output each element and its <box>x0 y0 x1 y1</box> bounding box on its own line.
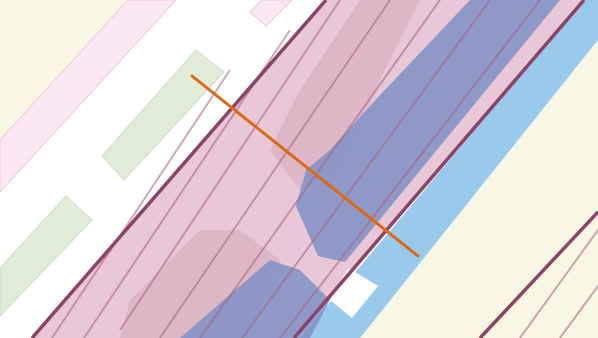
hatch-lines <box>51 0 598 338</box>
corridor-border-right <box>292 0 586 338</box>
pink-zone-small-block <box>249 0 293 27</box>
water-strip <box>300 0 598 338</box>
blue-overlay-lower <box>180 260 330 338</box>
measure-line-icon[interactable] <box>190 74 420 258</box>
green-parcel-upper <box>101 49 225 181</box>
corridor-inner-shape <box>270 0 420 190</box>
pink-zone-band <box>0 0 177 193</box>
green-parcel-lower <box>0 195 93 317</box>
corridor-border-left <box>30 0 328 338</box>
corridor-border-far-right <box>478 210 598 338</box>
blue-overlay-area <box>296 0 560 262</box>
